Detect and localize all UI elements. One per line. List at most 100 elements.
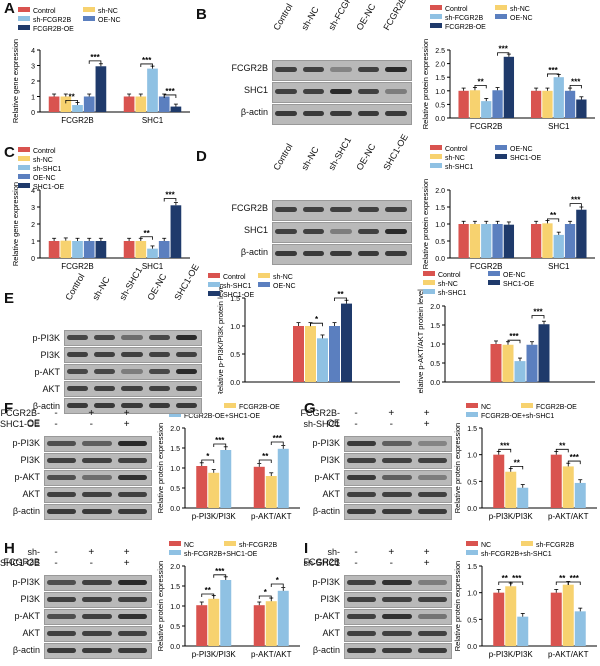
y-tick-label: 0.5 bbox=[170, 624, 180, 631]
blot-band bbox=[117, 508, 147, 514]
y-tick-label: 0.0 bbox=[467, 644, 477, 651]
chart-d: 0.0 0.5 1.0 1.5 2.0 Relative protein expressi… bbox=[421, 145, 595, 271]
significance-label: *** bbox=[215, 567, 225, 576]
y-tick-label: 2.0 bbox=[170, 426, 180, 433]
blot-row-label: PI3K bbox=[40, 350, 60, 360]
blot-band bbox=[47, 630, 77, 636]
y-tick-label: 2.0 bbox=[170, 564, 180, 571]
blot-band bbox=[382, 491, 412, 497]
treatment-sign: + bbox=[123, 547, 130, 558]
y-tick-label: 1.5 bbox=[170, 584, 180, 591]
panel-letter-b: B bbox=[196, 6, 207, 23]
treatment-sign: - bbox=[354, 558, 358, 569]
blot-band bbox=[385, 251, 407, 256]
significance-label: *** bbox=[571, 196, 581, 205]
legend-swatch bbox=[466, 403, 478, 408]
bar bbox=[72, 105, 83, 112]
legend-swatch bbox=[208, 291, 220, 296]
y-tick-label: 1.0 bbox=[170, 466, 180, 473]
treatment-sign: - bbox=[354, 419, 358, 430]
bar bbox=[493, 592, 505, 646]
blot-row-label: PI3K bbox=[320, 455, 340, 465]
legend-label: sh-FCGR2B bbox=[33, 17, 71, 24]
legend-swatch bbox=[18, 7, 30, 12]
category-label: p-AKT/AKT bbox=[251, 650, 292, 659]
significance-bracket bbox=[258, 459, 272, 463]
blot-row-label: AKT bbox=[322, 628, 340, 638]
bar bbox=[317, 338, 328, 382]
blot-band bbox=[117, 630, 147, 636]
treatment-sign: + bbox=[88, 408, 95, 419]
category-label: p-PI3K/PI3K bbox=[489, 650, 534, 659]
legend-swatch bbox=[18, 156, 30, 161]
legend-swatch bbox=[488, 280, 500, 285]
treatment-sign: - bbox=[54, 419, 58, 430]
blot-band bbox=[357, 111, 380, 116]
legend-swatch bbox=[488, 271, 500, 276]
legend-swatch bbox=[83, 16, 95, 21]
legend-swatch bbox=[18, 183, 30, 188]
legend-label: OE-NC bbox=[510, 146, 533, 153]
blot-band bbox=[117, 457, 147, 463]
blot-band bbox=[47, 474, 77, 480]
significance-bracket bbox=[163, 94, 177, 98]
y-tick-label: 0.5 bbox=[467, 479, 477, 486]
bar bbox=[265, 476, 277, 508]
bar bbox=[95, 241, 107, 258]
legend-swatch bbox=[224, 403, 236, 408]
blot-band bbox=[382, 457, 412, 463]
y-tick-label: 0.0 bbox=[230, 380, 240, 387]
bar bbox=[542, 223, 553, 258]
significance-label: * bbox=[315, 315, 319, 324]
legend-swatch bbox=[495, 154, 507, 159]
legend-label: OE-NC bbox=[98, 17, 121, 24]
legend-swatch bbox=[430, 145, 442, 150]
significance-bracket bbox=[140, 236, 153, 240]
legend-swatch bbox=[466, 550, 478, 555]
y-tick-label: 1.5 bbox=[435, 75, 445, 82]
blot-band bbox=[148, 334, 170, 340]
bar bbox=[277, 590, 289, 646]
legend-label: sh-NC bbox=[510, 6, 530, 13]
bar bbox=[123, 241, 135, 258]
bar bbox=[253, 605, 265, 646]
panel-letter-i: I bbox=[304, 540, 309, 557]
blot-band bbox=[82, 508, 112, 514]
y-tick-label: 4 bbox=[31, 188, 35, 195]
significance-label: ** bbox=[559, 574, 566, 583]
bar bbox=[458, 224, 469, 258]
legend-swatch bbox=[430, 154, 442, 159]
lane-label: sh-NC bbox=[298, 144, 321, 172]
legend-swatch bbox=[18, 147, 30, 152]
significance-bracket bbox=[507, 339, 521, 344]
chart-i: 0.0 0.5 1.0 1.5 Relative protein expression p… bbox=[453, 541, 597, 659]
bar bbox=[481, 101, 492, 118]
treatment-label: sh-SHC1 bbox=[303, 419, 340, 429]
bar bbox=[574, 611, 586, 646]
bar bbox=[83, 241, 95, 258]
blot-band bbox=[385, 67, 407, 72]
blot-band bbox=[117, 579, 147, 585]
blot-band bbox=[357, 251, 380, 256]
treatment-sign: - bbox=[54, 547, 58, 558]
blot-band bbox=[175, 368, 197, 374]
significance-bracket bbox=[65, 99, 78, 104]
legend-label: SHC1-OE bbox=[223, 292, 254, 299]
legend-label: FCGR2B-OE bbox=[33, 26, 74, 33]
blot-row-label: p-PI3K bbox=[12, 438, 40, 448]
legend-swatch bbox=[83, 7, 95, 12]
legend-label: Control bbox=[33, 148, 56, 155]
blot-band bbox=[302, 67, 325, 72]
blot-row-label: p-AKT bbox=[314, 611, 340, 621]
blot-band bbox=[385, 89, 407, 94]
treatment-sign: - bbox=[354, 408, 358, 419]
blot-band bbox=[357, 89, 380, 94]
bar bbox=[83, 96, 95, 112]
bar bbox=[503, 224, 515, 258]
blot-band bbox=[347, 647, 377, 653]
category-label: FCGR2B bbox=[470, 122, 502, 131]
legend-swatch bbox=[430, 163, 442, 168]
legend-label: Control bbox=[445, 6, 468, 13]
significance-label: *** bbox=[570, 453, 580, 462]
significance-bracket bbox=[474, 84, 487, 89]
